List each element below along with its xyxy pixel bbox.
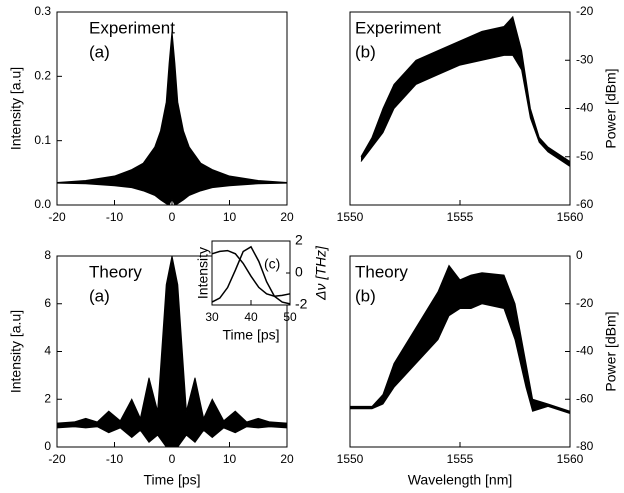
x-tick-label: 1555	[447, 452, 474, 466]
y-axis-label: Power [dBm]	[603, 68, 619, 148]
y-tick-label: -40	[576, 344, 594, 358]
x-tick-label: 10	[223, 210, 237, 224]
inset-background	[212, 241, 290, 305]
x-axis-label: Time [ps]	[143, 472, 200, 488]
upper-envelope	[360, 15, 571, 162]
x-tick-label: 1550	[337, 452, 364, 466]
x-tick-label: 20	[280, 452, 294, 466]
y-axis-label: Intensity [a.u]	[8, 67, 24, 150]
y-axis-label: Power [dBm]	[603, 311, 619, 391]
y-tick-label: -60	[576, 391, 594, 405]
y-tick-label: -80	[576, 439, 594, 453]
series-line	[211, 249, 291, 297]
band-fill	[57, 256, 287, 447]
x-tick-label: 1560	[557, 452, 584, 466]
y2-axis-label: Δν [THz]	[313, 245, 329, 301]
y2-tick-label: 0	[295, 264, 303, 280]
y2-tick-label: 2	[295, 232, 303, 248]
lower-envelope	[56, 182, 288, 206]
y-axis-label: Intensity	[195, 247, 211, 299]
panel-label: (a)	[89, 42, 110, 61]
panel-title: Experiment	[89, 18, 175, 37]
y-tick-label: -50	[576, 149, 594, 163]
y-tick-label: 0	[44, 439, 51, 453]
y-tick-label: 0.2	[34, 69, 51, 83]
y-tick-label: 6	[44, 296, 51, 310]
band-fill	[361, 16, 570, 167]
y-tick-label: 8	[44, 248, 51, 262]
panel-label: (b)	[355, 42, 376, 61]
x-tick-label: 50	[283, 310, 297, 324]
x-tick-label: 1555	[447, 210, 474, 224]
panel-label: (a)	[89, 286, 110, 305]
x-axis-label: Time [ps]	[222, 327, 279, 343]
x-tick-label: 1560	[557, 210, 584, 224]
y-tick-label: -40	[576, 101, 594, 115]
band-fill	[57, 31, 287, 205]
y-tick-label: -30	[576, 52, 594, 66]
upper-envelope	[56, 31, 288, 183]
panel-label: (c)	[264, 256, 280, 272]
y-tick-label: 0	[576, 248, 583, 262]
lower-envelope	[360, 54, 571, 167]
y-tick-label: 0.1	[34, 133, 51, 147]
x-axis-label: Wavelength [nm]	[408, 472, 513, 488]
panel-title: Experiment	[355, 18, 441, 37]
panel-title: Theory	[355, 262, 408, 281]
x-tick-label: 1550	[337, 210, 364, 224]
x-tick-label: -20	[48, 210, 66, 224]
x-tick-label: 10	[223, 452, 237, 466]
y-tick-label: 0.3	[34, 4, 51, 18]
x-tick-label: 30	[205, 310, 219, 324]
series-line	[211, 245, 291, 305]
y-tick-label: 4	[44, 344, 51, 358]
x-tick-label: -10	[106, 452, 124, 466]
y-axis-label: Intensity [a.u]	[8, 310, 24, 393]
band-fill	[350, 265, 570, 414]
y-tick-label: -60	[576, 197, 594, 211]
y2-tick-label: -2	[295, 296, 308, 312]
y-tick-label: -20	[576, 4, 594, 18]
x-tick-label: -10	[106, 210, 124, 224]
y-tick-label: -20	[576, 296, 594, 310]
x-tick-label: 20	[280, 210, 294, 224]
upper-envelope	[350, 264, 571, 412]
panel-label: (b)	[355, 286, 376, 305]
y-tick-label: 2	[44, 391, 51, 405]
lower-envelope	[350, 303, 571, 415]
y-tick-label: 0.0	[34, 197, 51, 211]
panel-title: Theory	[89, 262, 142, 281]
x-tick-label: 0	[169, 452, 176, 466]
x-tick-label: 40	[244, 310, 258, 324]
x-tick-label: -20	[48, 452, 66, 466]
x-tick-label: 0	[169, 210, 176, 224]
